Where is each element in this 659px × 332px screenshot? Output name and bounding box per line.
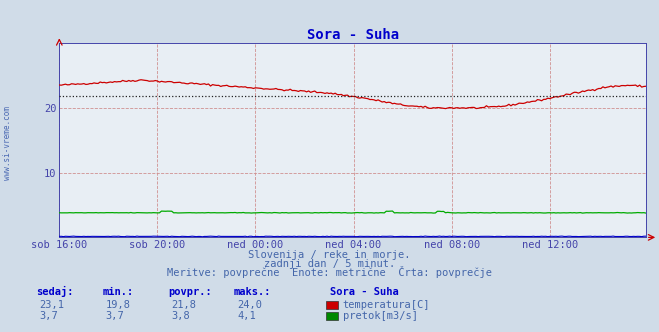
Text: 3,8: 3,8 bbox=[171, 311, 190, 321]
Text: 24,0: 24,0 bbox=[237, 300, 262, 310]
Text: sedaj:: sedaj: bbox=[36, 286, 74, 297]
Text: 19,8: 19,8 bbox=[105, 300, 130, 310]
Text: zadnji dan / 5 minut.: zadnji dan / 5 minut. bbox=[264, 259, 395, 269]
Text: 4,1: 4,1 bbox=[237, 311, 256, 321]
Text: temperatura[C]: temperatura[C] bbox=[343, 300, 430, 310]
Text: Meritve: povprečne  Enote: metrične  Črta: povprečje: Meritve: povprečne Enote: metrične Črta:… bbox=[167, 266, 492, 278]
Text: Slovenija / reke in morje.: Slovenija / reke in morje. bbox=[248, 250, 411, 260]
Text: 3,7: 3,7 bbox=[40, 311, 58, 321]
Text: 23,1: 23,1 bbox=[40, 300, 65, 310]
Text: pretok[m3/s]: pretok[m3/s] bbox=[343, 311, 418, 321]
Text: min.:: min.: bbox=[102, 287, 133, 297]
Text: 21,8: 21,8 bbox=[171, 300, 196, 310]
Text: www.si-vreme.com: www.si-vreme.com bbox=[3, 106, 13, 180]
Text: 3,7: 3,7 bbox=[105, 311, 124, 321]
Text: maks.:: maks.: bbox=[234, 287, 272, 297]
Text: Sora - Suha: Sora - Suha bbox=[330, 287, 398, 297]
Text: povpr.:: povpr.: bbox=[168, 287, 212, 297]
Title: Sora - Suha: Sora - Suha bbox=[306, 28, 399, 42]
